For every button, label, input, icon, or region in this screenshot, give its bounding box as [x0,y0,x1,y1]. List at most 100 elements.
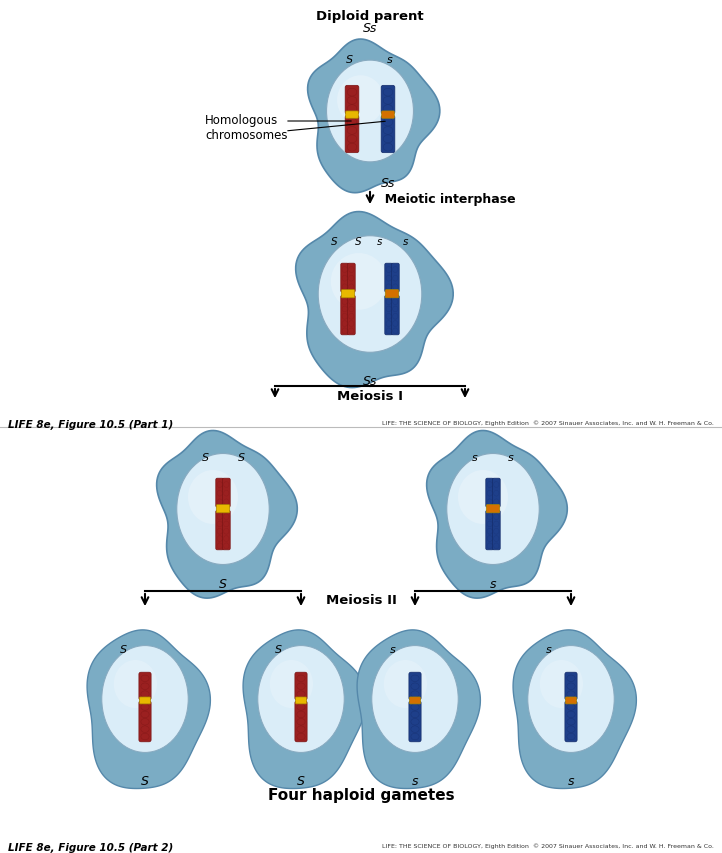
Ellipse shape [487,482,492,488]
Ellipse shape [342,314,347,320]
Ellipse shape [386,276,391,281]
FancyBboxPatch shape [347,264,355,293]
Ellipse shape [411,683,419,690]
Text: Ss: Ss [363,22,377,35]
Ellipse shape [270,660,313,708]
Ellipse shape [102,646,188,752]
Ellipse shape [349,276,354,281]
Ellipse shape [141,726,149,733]
Ellipse shape [349,285,354,290]
Text: Ss: Ss [363,374,377,387]
Ellipse shape [224,490,229,496]
Ellipse shape [494,529,499,535]
Ellipse shape [487,499,492,505]
Polygon shape [308,40,440,194]
Ellipse shape [393,328,398,334]
FancyBboxPatch shape [347,296,355,335]
Text: S: S [119,644,126,654]
Polygon shape [427,431,567,599]
Ellipse shape [258,646,344,752]
Ellipse shape [487,529,492,535]
FancyBboxPatch shape [381,116,395,154]
Ellipse shape [567,683,575,690]
Ellipse shape [297,734,305,740]
Ellipse shape [342,328,347,334]
Ellipse shape [411,691,419,698]
Ellipse shape [494,482,499,488]
Ellipse shape [318,236,422,353]
Ellipse shape [487,536,492,542]
Polygon shape [157,431,297,599]
Ellipse shape [224,543,229,549]
FancyBboxPatch shape [565,701,577,742]
Ellipse shape [217,529,222,535]
Ellipse shape [393,307,398,312]
FancyBboxPatch shape [386,290,399,299]
Text: s: s [508,452,514,462]
Text: Ss: Ss [380,177,395,189]
Ellipse shape [347,119,357,127]
Ellipse shape [393,322,398,327]
FancyBboxPatch shape [139,672,151,700]
Text: s: s [378,237,383,247]
FancyBboxPatch shape [385,296,393,335]
Ellipse shape [567,691,575,698]
Text: s: s [546,644,552,654]
Ellipse shape [349,307,354,312]
Text: S: S [347,55,354,65]
FancyBboxPatch shape [341,296,349,335]
Ellipse shape [393,276,398,281]
FancyBboxPatch shape [295,672,307,700]
FancyBboxPatch shape [216,479,224,508]
Text: LIFE 8e, Figure 10.5 (Part 1): LIFE 8e, Figure 10.5 (Part 1) [8,420,173,430]
Ellipse shape [217,514,222,520]
Ellipse shape [297,711,305,718]
Text: Diploid parent: Diploid parent [316,10,424,23]
Ellipse shape [487,514,492,520]
Ellipse shape [114,660,157,708]
Ellipse shape [141,734,149,740]
FancyBboxPatch shape [342,290,355,299]
Ellipse shape [224,529,229,535]
Polygon shape [513,630,636,788]
Ellipse shape [494,543,499,549]
Ellipse shape [349,267,354,273]
Polygon shape [357,630,480,788]
Ellipse shape [372,646,458,752]
Ellipse shape [347,136,357,143]
Ellipse shape [347,127,357,135]
Ellipse shape [342,285,347,290]
FancyBboxPatch shape [139,701,151,742]
FancyBboxPatch shape [565,672,577,700]
Ellipse shape [383,106,393,113]
Text: s: s [567,774,574,787]
Text: Meiosis I: Meiosis I [337,390,403,403]
Ellipse shape [217,499,222,505]
FancyBboxPatch shape [486,511,494,550]
Ellipse shape [567,726,575,733]
Ellipse shape [224,482,229,488]
FancyBboxPatch shape [139,697,150,704]
Ellipse shape [349,328,354,334]
Ellipse shape [297,704,305,711]
Ellipse shape [224,521,229,527]
Ellipse shape [447,454,539,565]
Ellipse shape [487,490,492,496]
FancyBboxPatch shape [409,672,421,700]
Ellipse shape [494,521,499,527]
Ellipse shape [411,711,419,718]
Text: s: s [387,55,393,65]
Text: S: S [219,577,227,590]
FancyBboxPatch shape [346,112,358,119]
Ellipse shape [567,718,575,725]
Text: s: s [472,452,478,462]
Ellipse shape [494,490,499,496]
FancyBboxPatch shape [409,701,421,742]
FancyBboxPatch shape [345,116,359,154]
Polygon shape [296,212,453,388]
Ellipse shape [487,521,492,527]
Ellipse shape [342,299,347,305]
Ellipse shape [217,490,222,496]
FancyBboxPatch shape [222,479,230,508]
Ellipse shape [383,136,393,143]
